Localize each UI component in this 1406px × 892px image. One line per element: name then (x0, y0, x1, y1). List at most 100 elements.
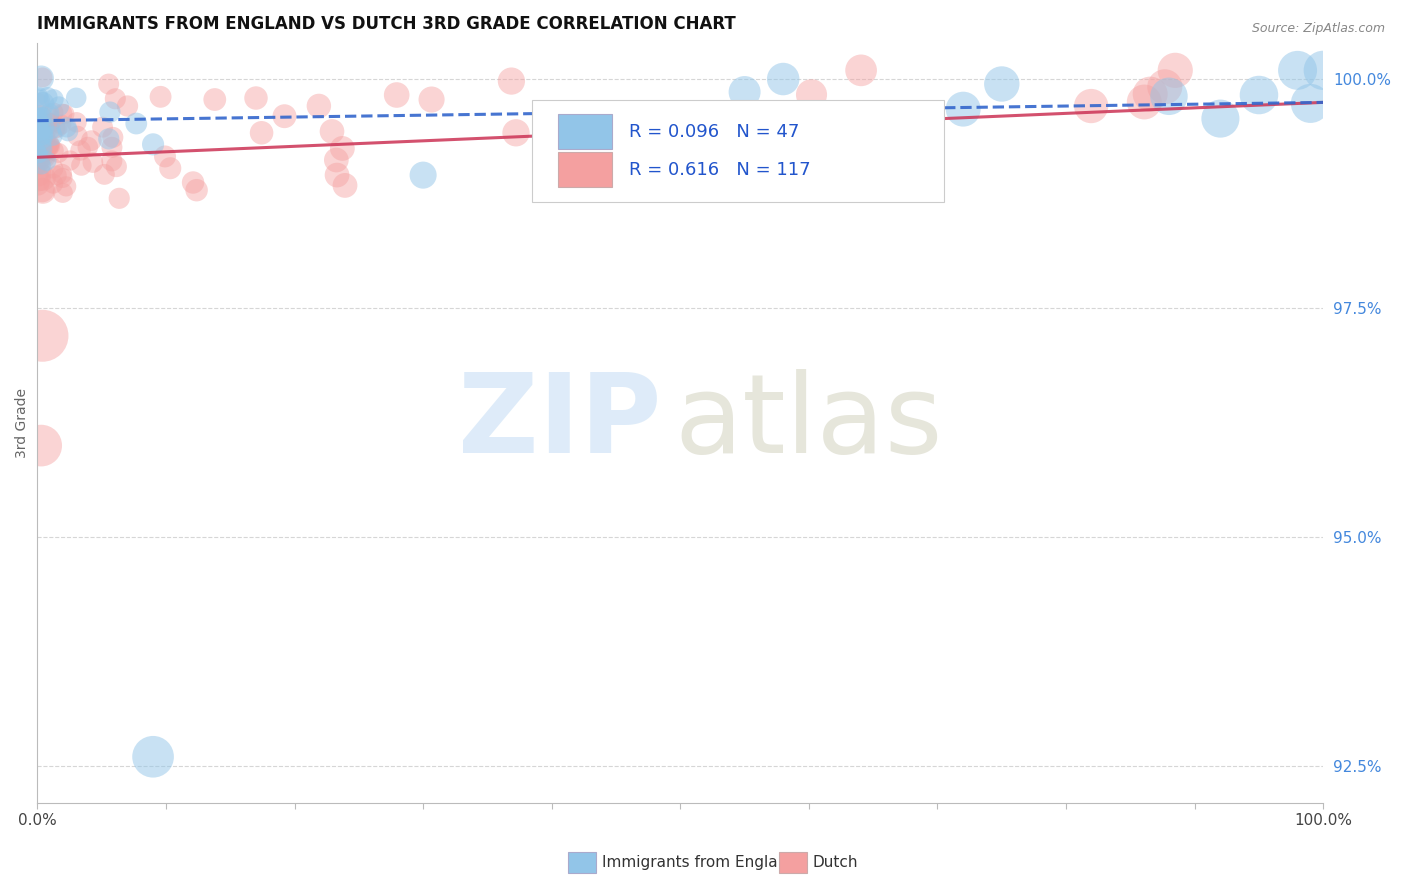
Point (48, 99, 70, 113)
Point (28, 128, 51, 143)
Point (37, 90, 59, 104)
Point (751, 150, 773, 164)
Point (38, 138, 60, 153)
Point (1139, 87, 1161, 101)
Point (42, 92, 65, 106)
Point (55, 179, 77, 194)
Point (46, 120, 69, 135)
Point (30, 134, 52, 148)
Point (27, 144, 49, 158)
Point (385, 88, 408, 103)
Point (117, 99, 139, 113)
Point (27, 120, 49, 135)
Point (51, 106, 73, 120)
Point (82, 155, 104, 169)
Point (34, 145, 56, 160)
Point (30, 439, 52, 453)
Point (105, 160, 128, 174)
Point (45, 169, 67, 183)
Point (28, 147, 51, 161)
Point (44, 120, 66, 135)
Point (153, 149, 176, 163)
Point (28, 152, 51, 166)
Point (59, 153, 82, 168)
Point (38, 136, 60, 151)
Point (186, 183, 208, 197)
Point (35, 140, 58, 154)
Point (633, 126, 655, 140)
Point (32, 120, 55, 135)
Point (849, 63, 872, 78)
Point (204, 93, 226, 107)
Point (80, 134, 103, 148)
Point (39, 122, 62, 136)
Point (699, 171, 721, 186)
Point (420, 93, 443, 107)
Point (1209, 112, 1232, 126)
Point (27, 160, 49, 174)
Point (38, 106, 60, 120)
Point (30, 145, 52, 159)
Point (1312, 63, 1334, 78)
FancyBboxPatch shape (558, 114, 612, 149)
Point (28, 169, 51, 184)
Text: IMMIGRANTS FROM ENGLAND VS DUTCH 3RD GRADE CORRELATION CHART: IMMIGRANTS FROM ENGLAND VS DUTCH 3RD GRA… (38, 15, 737, 33)
Point (1080, 99, 1102, 113)
Point (28, 89, 51, 103)
Point (1299, 96, 1322, 111)
Point (28, 124, 51, 138)
Point (101, 130, 124, 145)
Point (747, 118, 769, 132)
Point (734, 85, 756, 99)
Point (101, 140, 124, 154)
Point (98, 105, 121, 120)
Point (65, 91, 87, 105)
Text: ZIP: ZIP (457, 369, 661, 476)
Point (321, 124, 343, 138)
Point (142, 749, 165, 764)
Point (35, 153, 58, 168)
Point (32, 130, 55, 145)
Point (97, 77, 120, 91)
Point (108, 191, 131, 205)
Point (32, 149, 55, 163)
Point (76, 140, 98, 154)
Point (159, 161, 181, 176)
Point (53, 107, 76, 121)
Point (803, 111, 825, 125)
Point (505, 126, 527, 140)
Point (412, 168, 434, 182)
Point (39, 116, 62, 130)
Point (55, 120, 77, 135)
Point (1286, 63, 1309, 78)
Point (27, 121, 49, 136)
Point (32, 120, 55, 134)
Point (501, 74, 523, 88)
Point (32, 142, 55, 156)
Point (149, 90, 172, 104)
Point (27, 177, 49, 191)
Point (28, 143, 51, 157)
Point (31, 170, 53, 185)
Point (31, 158, 53, 172)
Point (31, 128, 53, 142)
Point (30, 143, 52, 157)
Point (31, 146, 53, 161)
Point (32, 184, 55, 198)
Point (51, 171, 73, 186)
Point (325, 153, 347, 167)
Point (31, 183, 53, 197)
Point (30, 117, 52, 131)
Point (38, 109, 60, 123)
Point (31, 70, 53, 85)
Point (27, 137, 49, 152)
Point (31, 328, 53, 343)
Point (37, 139, 59, 153)
Point (330, 141, 353, 155)
Point (27, 95, 49, 109)
Text: R = 0.096   N = 47: R = 0.096 N = 47 (628, 123, 799, 141)
Point (39, 116, 62, 130)
Point (30, 124, 52, 138)
Point (952, 102, 974, 116)
Point (31, 149, 53, 163)
